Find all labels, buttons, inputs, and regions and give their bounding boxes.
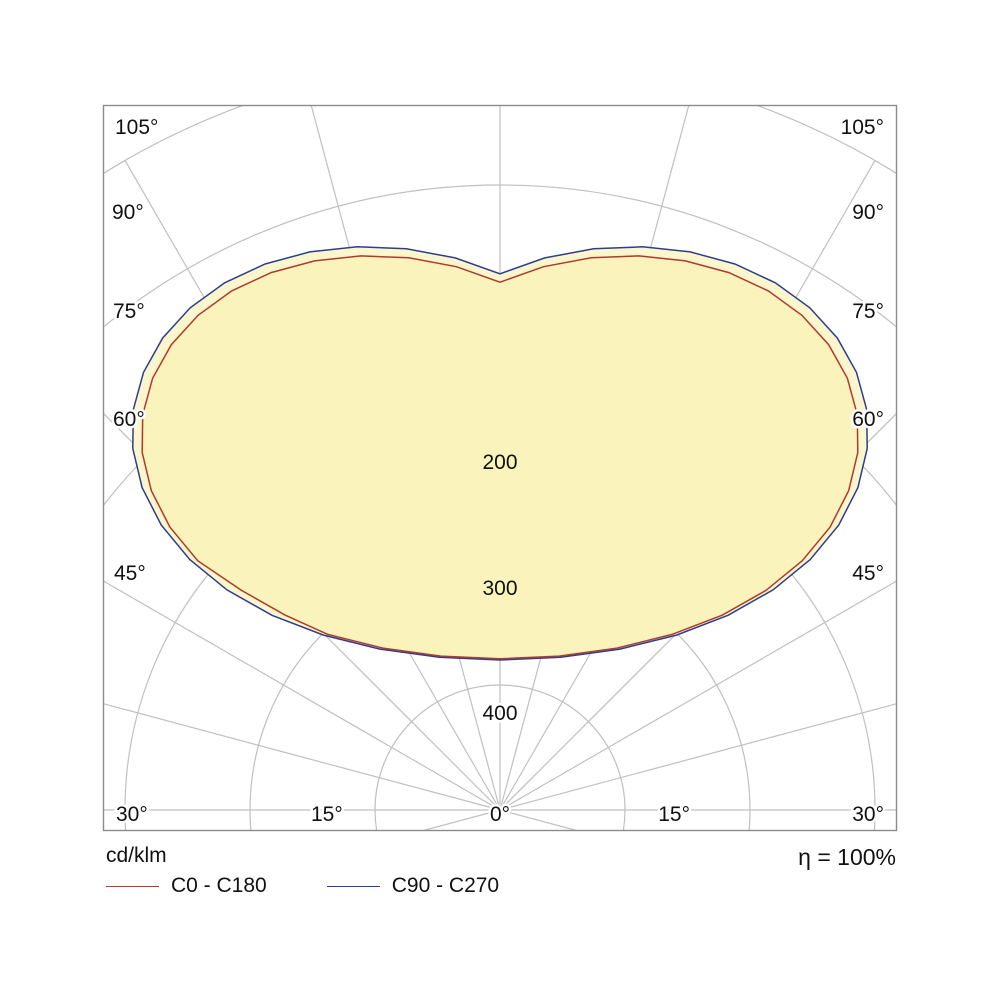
chart-footer: cd/klm η = 100% C0 - C180 C90 - C270 xyxy=(0,836,1000,946)
angular-tick-right-60: 60° xyxy=(852,408,884,431)
legend-swatch-c0-c180 xyxy=(106,885,159,887)
radial-tick-labels: 200 300 400 xyxy=(480,449,520,728)
legend-label-c90-c270: C90 - C270 xyxy=(391,874,500,897)
radial-tick-300: 300 xyxy=(482,577,517,600)
angular-tick-right-45: 45° xyxy=(852,562,884,585)
legend-swatch-c90-c270 xyxy=(326,885,380,887)
angular-tick-labels-left: 105° 90° 75° 60° 45° 30° 15° xyxy=(110,114,346,829)
angular-tick-left-60: 60° xyxy=(113,408,145,431)
efficiency-label: η = 100% xyxy=(798,844,896,870)
angular-tick-left-15: 15° xyxy=(311,803,343,826)
polar-grid xyxy=(103,105,897,831)
angular-tick-left-30: 30° xyxy=(116,803,148,826)
angular-tick-left-105: 105° xyxy=(115,116,158,139)
angular-tick-left-90: 90° xyxy=(112,201,144,224)
angular-tick-left-45: 45° xyxy=(114,562,146,585)
unit-label: cd/klm xyxy=(106,844,167,867)
curve-c90-c270 xyxy=(132,246,868,661)
angular-tick-right-30: 30° xyxy=(852,803,884,826)
legend: C0 - C180 C90 - C270 xyxy=(106,874,499,898)
legend-item-c90-c270[interactable]: C90 - C270 xyxy=(326,874,500,898)
legend-item-c0-c180[interactable]: C0 - C180 xyxy=(106,874,267,898)
legend-label-c0-c180: C0 - C180 xyxy=(171,874,267,897)
angular-tick-labels-right: 105° 90° 75° 60° 45° 30° 15° xyxy=(656,114,887,829)
angular-tick-right-105: 105° xyxy=(841,116,884,139)
angular-tick-right-90: 90° xyxy=(852,201,884,224)
angular-tick-right-75: 75° xyxy=(852,300,884,323)
curve-c0-c180 xyxy=(141,255,859,660)
angular-tick-center-0: 0° xyxy=(490,803,510,826)
angular-tick-left-75: 75° xyxy=(113,300,145,323)
radial-tick-200: 200 xyxy=(482,451,517,474)
distribution-fill-c0 xyxy=(142,255,858,659)
angular-tick-right-15: 15° xyxy=(658,803,690,826)
radial-tick-400: 400 xyxy=(482,702,517,725)
plot-frame xyxy=(102,104,898,832)
